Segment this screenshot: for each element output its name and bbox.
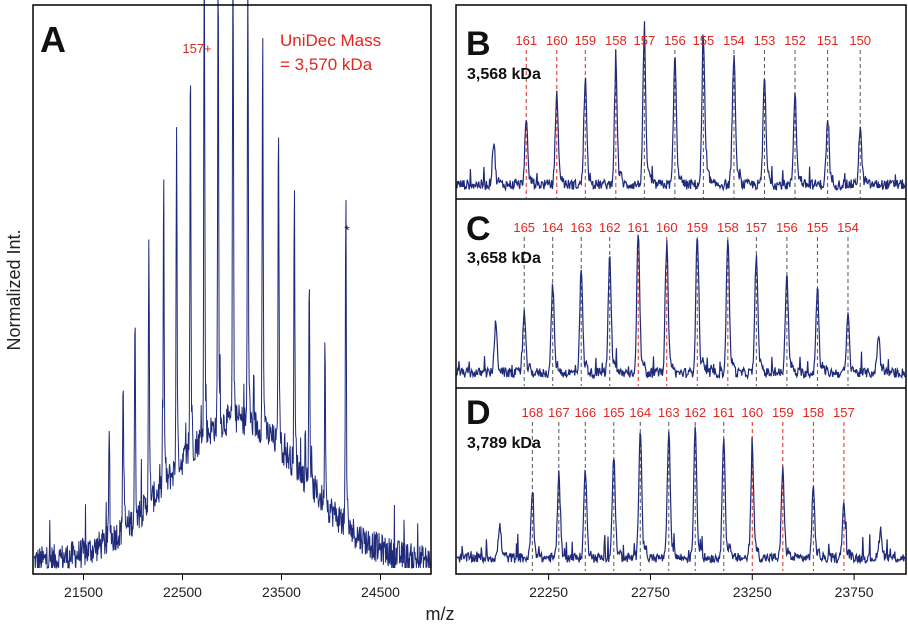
- panel-d: 168 167 166 165 164 163 162 161 160 159 158 157 D 3…: [456, 394, 906, 600]
- panel-b-charge-label: 156: [664, 33, 686, 48]
- panel-b-charge-label: 159: [574, 33, 596, 48]
- panel-b-charge-label: 153: [754, 33, 776, 48]
- panel-b-charge-label: 158: [605, 33, 627, 48]
- panel-b-spectrum-line: [456, 21, 906, 192]
- panel-c-charge-labels: 165 164 163 162 161 160 159 158 157 156 155 154: [513, 220, 858, 235]
- panel-a-trace: [33, 0, 431, 569]
- panel-b-letter: B: [466, 25, 491, 63]
- panel-d-x-tick-label: 23250: [733, 584, 772, 600]
- panel-a-annotation-line1: UniDec Mass: [280, 31, 381, 50]
- panel-d-charge-label: 164: [629, 405, 651, 420]
- panel-c-charge-label: 159: [686, 220, 708, 235]
- panel-b-charge-label: 157: [633, 33, 655, 48]
- panel-c-trace: [456, 234, 906, 381]
- panel-d-x-tick-label: 23750: [835, 584, 874, 600]
- panel-b-charge-label: 154: [723, 33, 745, 48]
- panel-c: 165 164 163 162 161 160 159 158 157 156 155 154 C 3…: [456, 210, 906, 386]
- panel-d-charge-label: 165: [603, 405, 625, 420]
- panel-a-peak-label: 157+: [182, 41, 211, 56]
- panel-d-charge-label: 163: [658, 405, 680, 420]
- panel-d-charge-label: 162: [684, 405, 706, 420]
- panel-c-charge-label: 156: [776, 220, 798, 235]
- panel-a-frame: [32, 4, 432, 575]
- panel-c-mass-label: 3,658 kDa: [467, 250, 541, 267]
- panel-c-charge-label: 161: [627, 220, 649, 235]
- panel-d-mass-label: 3,789 kDa: [467, 435, 541, 452]
- panel-c-charge-label: 160: [656, 220, 678, 235]
- panel-d-guides: [531, 422, 845, 571]
- panel-a-x-tick-label: 22500: [163, 584, 202, 600]
- panel-a-x-tick-label: 21500: [64, 584, 103, 600]
- panel-c-charge-label: 163: [570, 220, 592, 235]
- panel-d-charge-label: 157: [833, 405, 855, 420]
- panel-c-charge-label: 164: [542, 220, 564, 235]
- panel-d-x-tick-label: 22750: [631, 584, 670, 600]
- right-panels-frame: [455, 4, 907, 575]
- panel-c-charge-label: 162: [599, 220, 621, 235]
- panel-c-charge-label: 157: [745, 220, 767, 235]
- panel-c-letter: C: [466, 210, 491, 248]
- panel-b-charge-label: 155: [693, 33, 715, 48]
- panel-b-charge-label: 161: [515, 33, 537, 48]
- panel-b: 161 160 159 158 157 156 155 154 153 152 151 150 B 3…: [456, 21, 906, 198]
- panel-d-charge-label: 161: [713, 405, 735, 420]
- panel-a-x-ticks: 21500 22500 23500 24500: [64, 574, 400, 600]
- panel-d-trace: [456, 426, 906, 565]
- panel-c-spectrum-line: [456, 234, 906, 381]
- panel-d-charge-label: 167: [548, 405, 570, 420]
- panel-b-charge-label: 150: [849, 33, 871, 48]
- panel-c-charge-label: 155: [807, 220, 829, 235]
- panel-d-spectrum-line: [456, 426, 906, 565]
- panel-d-charge-label: 168: [521, 405, 543, 420]
- x-axis-label: m/z: [426, 604, 455, 624]
- panel-a-letter: A: [40, 19, 66, 60]
- panel-a-annotation-line2: = 3,570 kDa: [280, 55, 373, 74]
- panel-b-trace: [456, 21, 906, 192]
- panel-a-x-tick-label: 24500: [361, 584, 400, 600]
- panel-c-charge-label: 158: [717, 220, 739, 235]
- panel-a-marker-label: *: [344, 222, 350, 238]
- panel-b-charge-label: 151: [817, 33, 839, 48]
- panel-b-charge-labels: 161 160 159 158 157 156 155 154 153 152 151 150: [515, 33, 871, 48]
- panel-d-x-ticks: 22250 22750 23250 23750: [529, 574, 874, 600]
- panel-a: A UniDec Mass = 3,570 kDa 157+ * 21500 22…: [32, 0, 432, 600]
- panel-d-letter: D: [466, 394, 491, 432]
- panel-d-charge-label: 158: [803, 405, 825, 420]
- panel-b-mass-label: 3,568 kDa: [467, 66, 541, 83]
- panel-d-charge-label: 166: [574, 405, 596, 420]
- panel-c-charge-label: 165: [513, 220, 535, 235]
- panel-d-charge-label: 160: [741, 405, 763, 420]
- panel-d-charge-labels: 168 167 166 165 164 163 162 161 160 159 158 157: [521, 405, 854, 420]
- panel-a-spectrum-line: [33, 0, 431, 569]
- panel-c-charge-label: 154: [837, 220, 859, 235]
- y-axis-label: Normalized Int.: [4, 229, 24, 350]
- panel-d-x-tick-label: 22250: [529, 584, 568, 600]
- panel-a-x-tick-label: 23500: [262, 584, 301, 600]
- panel-b-charge-label: 160: [546, 33, 568, 48]
- panel-d-charge-label: 159: [772, 405, 794, 420]
- panel-b-charge-label: 152: [784, 33, 806, 48]
